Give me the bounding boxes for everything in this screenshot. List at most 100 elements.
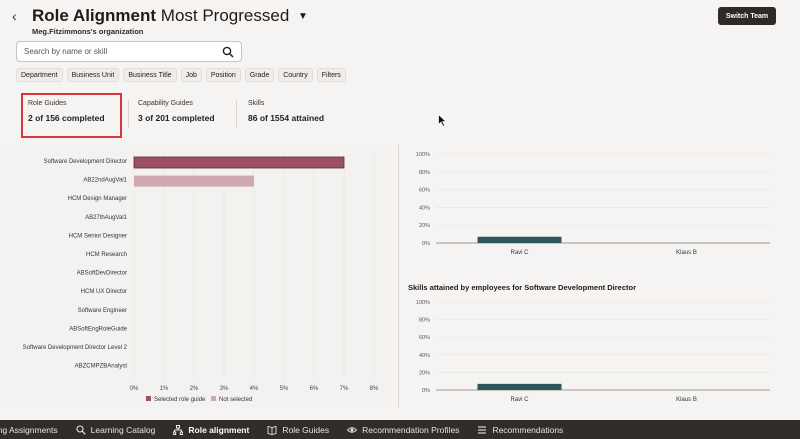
metric-skills[interactable]: Skills 86 of 1554 attained	[248, 100, 324, 123]
metric-label: Capability Guides	[138, 100, 193, 107]
role-guide-progress-panel: 0% 1% 2% 3% 4% 5% 6% 7% 8% Software Development D…	[0, 145, 392, 407]
category-label: ABSoftEngRoleGuide	[69, 326, 127, 332]
filter-job[interactable]: Job	[180, 68, 202, 82]
y-tick-label: 0%	[422, 241, 430, 247]
x-category-label: Ravi C	[510, 397, 529, 403]
x-tick-label: 4%	[250, 386, 259, 392]
filter-business-title[interactable]: Business Title	[123, 68, 177, 82]
nav-label: Role Guides	[282, 424, 330, 435]
y-tick-label: 20%	[419, 223, 430, 229]
filter-business-unit[interactable]: Business Unit	[66, 68, 120, 82]
nav-label: Recommendations	[492, 424, 564, 435]
nav-label: Recommendation Profiles	[362, 424, 460, 435]
y-tick-label: 80%	[419, 170, 430, 176]
category-label: Software Engineer	[78, 308, 127, 314]
panel-divider	[398, 145, 399, 407]
x-category-label: Ravi C	[510, 250, 529, 256]
y-tick-label: 60%	[419, 188, 430, 194]
x-tick-label: 3%	[220, 386, 229, 392]
search-placeholder: Search by name or skill	[24, 47, 108, 56]
legend-label: Not selected	[219, 397, 252, 403]
metric-capability-guides[interactable]: Capability Guides 3 of 201 completed	[138, 100, 215, 123]
x-tick-label: 2%	[190, 386, 199, 392]
x-tick-label: 6%	[310, 386, 319, 392]
search-icon	[76, 424, 86, 435]
metric-value: 86 of 1554 attained	[248, 113, 325, 123]
bar-not-selected	[134, 175, 254, 187]
bar-selected-role-guide	[133, 156, 345, 169]
role-guide-progress-chart: 0% 1% 2% 3% 4% 5% 6% 7% 8% Software Development D…	[23, 151, 379, 403]
legend-label: Selected role guide	[154, 397, 206, 403]
highlight-box	[21, 93, 122, 138]
filter-position[interactable]: Position	[205, 68, 241, 82]
employee-bar	[477, 236, 562, 243]
back-icon[interactable]: ‹	[12, 8, 17, 24]
divider	[236, 100, 237, 128]
organization-label: Meg.Fitzimmons's organization	[32, 27, 144, 36]
nav-learning-catalog[interactable]: Learning Catalog	[76, 424, 156, 435]
skills-chart-title: Skills attained by employees for Softwar…	[408, 283, 636, 292]
category-label: Software Development Director	[44, 159, 127, 165]
x-tick-label: 0%	[130, 386, 139, 392]
page-title-rest: Most Progressed	[160, 6, 290, 25]
category-label: ABSoftDevDirector	[77, 271, 127, 277]
employee-bar	[477, 383, 562, 390]
category-label: AB22ndAugVal1	[83, 178, 127, 184]
category-label: HCM Senior Designer	[69, 233, 127, 239]
bottom-navigation: Learning Assignments Learning Catalog Ro…	[0, 420, 800, 439]
category-label: HCM Research	[86, 252, 127, 258]
metric-role-guides[interactable]: Role Guides 2 of 156 completed	[28, 100, 105, 123]
employee-skills-panel: 0% 20% 40% 60% 80% 100% Ravi C Klaus B Skills a…	[400, 145, 800, 407]
skills-attained-chart: 0% 20% 40% 60% 80% 100% Ravi C Klaus B	[416, 300, 770, 403]
y-tick-label: 80%	[419, 318, 430, 324]
legend-swatch-selected	[146, 396, 151, 401]
x-tick-label: 7%	[340, 386, 349, 392]
x-tick-label: 1%	[160, 386, 169, 392]
x-category-label: Klaus B	[676, 397, 697, 403]
nav-label: Learning Catalog	[90, 424, 156, 435]
filter-grade[interactable]: Grade	[244, 68, 275, 82]
category-label: Software Development Director Level 2	[23, 345, 128, 351]
y-tick-label: 60%	[419, 335, 430, 341]
mouse-cursor-icon	[438, 114, 447, 127]
page-header: ‹ Role Alignment Most Progressed ▼ Meg.F…	[0, 0, 800, 40]
chevron-down-icon[interactable]: ▼	[298, 11, 308, 22]
nav-label: Learning Assignments	[0, 424, 58, 435]
switch-team-button[interactable]: Switch Team	[718, 7, 776, 25]
nav-learning-assignments[interactable]: Learning Assignments	[0, 425, 58, 435]
search-input[interactable]: Search by name or skill	[16, 41, 242, 62]
divider	[128, 100, 129, 128]
nav-role-alignment[interactable]: Role alignment	[173, 425, 249, 435]
filter-more[interactable]: Filters	[316, 68, 346, 82]
search-icon[interactable]	[222, 46, 234, 58]
filter-bar: Department Business Unit Business Title …	[16, 68, 346, 82]
category-label: ABZCMPZBAnalyst	[75, 364, 128, 370]
nav-recommendation-profiles[interactable]: Recommendation Profiles	[347, 425, 459, 435]
metric-label: Skills	[248, 100, 265, 107]
nav-label: Role alignment	[188, 424, 250, 435]
x-tick-label: 8%	[370, 386, 379, 392]
employee-progress-chart: 0% 20% 40% 60% 80% 100% Ravi C Klaus B	[416, 152, 770, 256]
category-label: HCM UX Director	[81, 289, 127, 295]
y-tick-label: 20%	[419, 370, 430, 376]
y-tick-label: 40%	[419, 205, 430, 211]
list-icon	[478, 425, 487, 434]
eye-icon	[347, 426, 358, 433]
nav-role-guides[interactable]: Role Guides	[267, 425, 329, 435]
metric-value: 2 of 156 completed	[28, 113, 105, 123]
book-icon	[267, 425, 277, 435]
nav-recommendations[interactable]: Recommendations	[477, 425, 563, 435]
category-label: AB27thAugVal1	[85, 215, 128, 221]
filter-country[interactable]: Country	[278, 68, 313, 82]
legend-swatch-not-selected	[211, 396, 216, 401]
metric-label: Role Guides	[28, 100, 67, 107]
y-tick-label: 0%	[422, 388, 430, 394]
x-tick-label: 5%	[280, 386, 289, 392]
page-title[interactable]: Role Alignment Most Progressed ▼	[32, 6, 308, 26]
y-tick-label: 100%	[416, 300, 430, 306]
metric-value: 3 of 201 completed	[138, 113, 215, 123]
filter-department[interactable]: Department	[16, 68, 63, 82]
y-tick-label: 100%	[416, 152, 430, 158]
page-title-strong: Role Alignment	[32, 6, 157, 25]
x-category-label: Klaus B	[676, 250, 697, 256]
